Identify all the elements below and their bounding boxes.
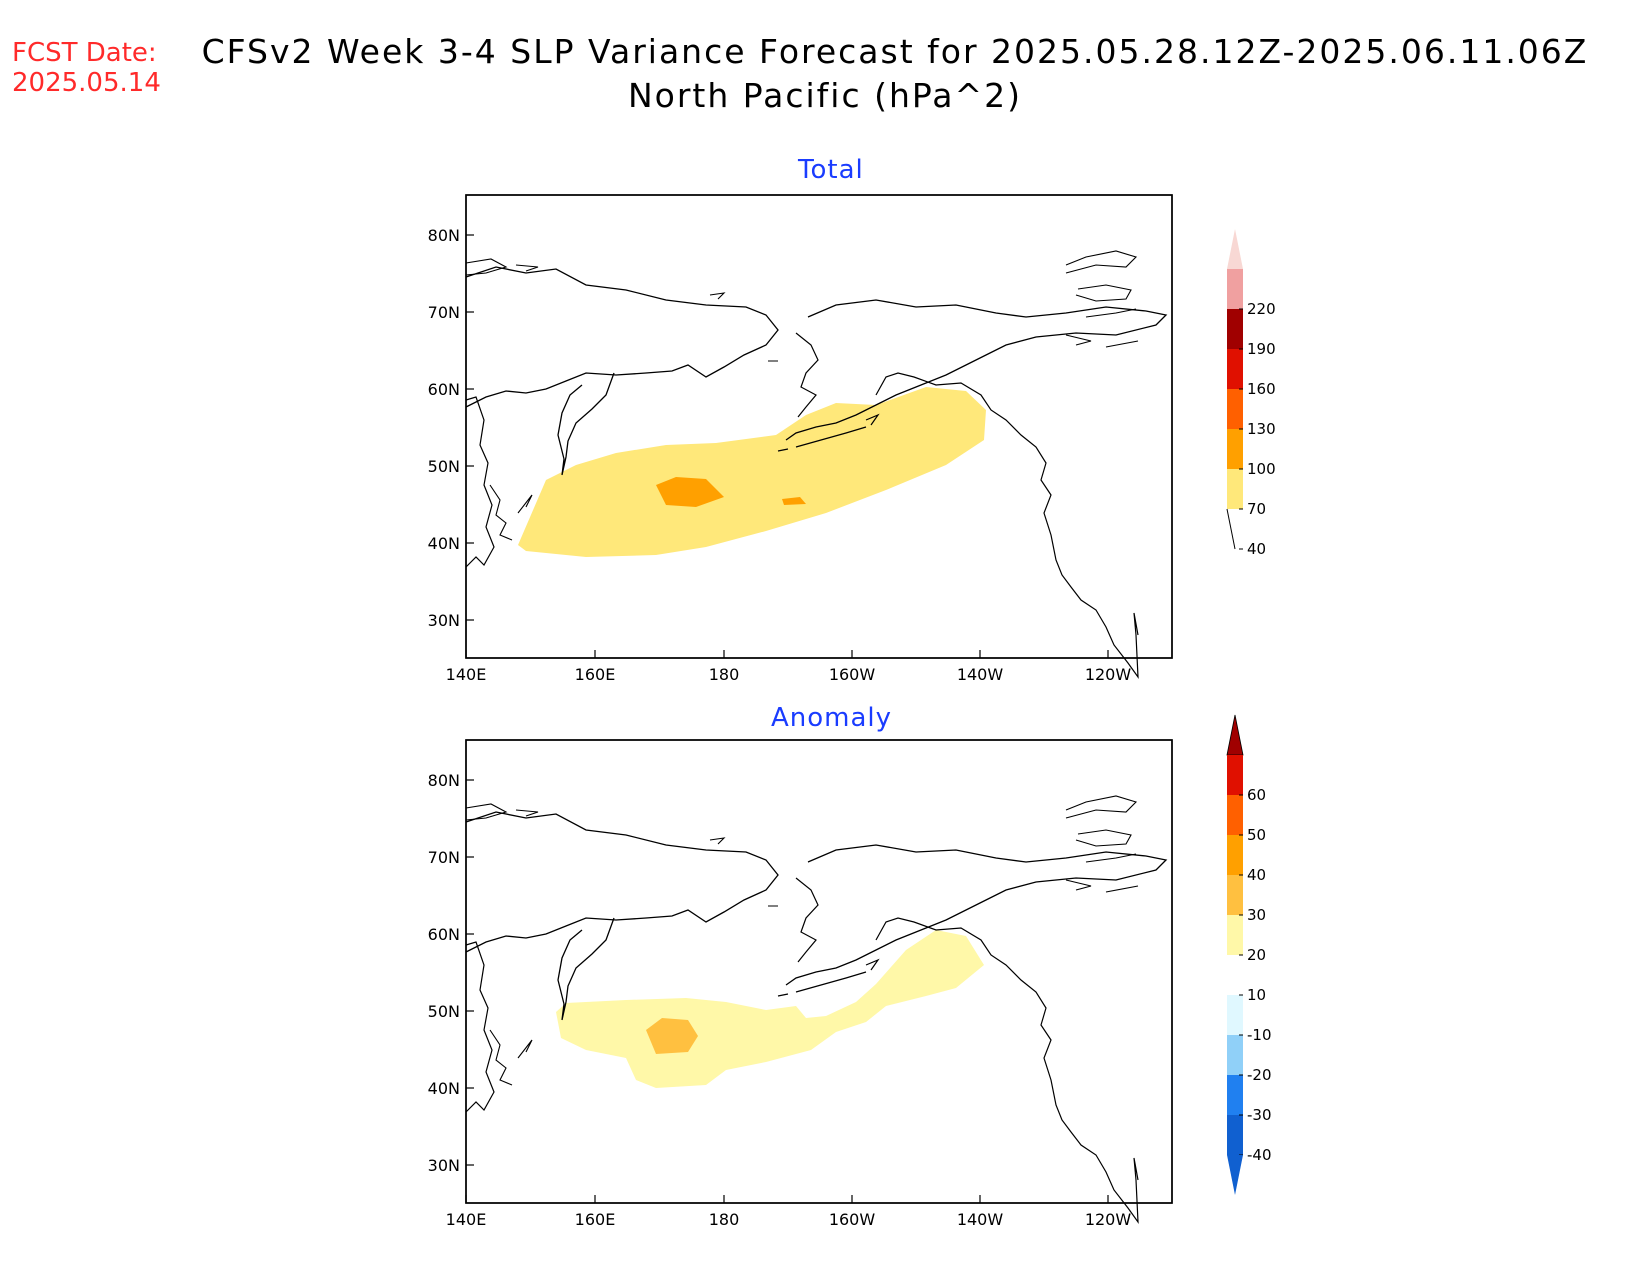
colorbar-box [1227,795,1243,835]
colorbar-box [1227,269,1243,309]
colorbar-label: 40 [1247,866,1266,884]
lon-label: 160W [829,665,876,684]
panel-title-total: Total [798,155,864,185]
shade-70-100 [656,477,724,507]
colorbar-label: 220 [1247,300,1276,318]
lat-label: 40N [428,1079,460,1098]
colorbar-label: -10 [1247,1026,1272,1044]
title-line-1: CFSv2 Week 3-4 SLP Variance Forecast for… [201,32,1589,71]
axes-total: 80N 70N 60N 50N 40N 30N 140E 160E 180 160W 140W 120… [428,226,1132,684]
map-panel-total [465,194,1173,678]
lat-label: 30N [428,1156,460,1175]
colorbar-box [1227,309,1243,349]
lat-label: 80N [428,226,460,245]
lat-label: 60N [428,380,460,399]
forecast-date-block: FCST Date: 2025.05.14 [12,38,161,98]
colorbar-label: -40 [1247,1146,1272,1164]
colorbar-label: -20 [1247,1066,1272,1084]
colorbar-label: 40 [1247,540,1266,558]
colorbar-box [1227,955,1243,995]
lat-label: 40N [428,534,460,553]
colorbar-box [1227,1115,1243,1155]
colorbar-label: 20 [1247,946,1266,964]
shade-20-30 [646,1018,698,1054]
colorbar-box [1227,995,1243,1035]
colorbar-box [1227,469,1243,509]
lon-label: 160W [829,1210,876,1229]
lon-label: 140E [446,1210,487,1229]
colorbar-bottom-arrow [1226,508,1236,550]
colorbar-top-arrow [1226,714,1244,756]
lon-label: 140E [446,665,487,684]
forecast-date-label: FCST Date: [12,38,157,68]
colorbar-label: 10 [1247,986,1266,1004]
shade-40-70 [518,387,986,557]
lat-label: 50N [428,1002,460,1021]
colorbar-box [1227,429,1243,469]
lon-label: 120W [1085,665,1132,684]
lat-label: 70N [428,848,460,867]
colorbar-label: 130 [1247,420,1276,438]
lat-label: 70N [428,303,460,322]
lon-label: 140W [957,665,1004,684]
title-line-2: North Pacific (hPa^2) [627,76,1023,115]
colorbar-label: 50 [1247,826,1266,844]
colorbar-box [1227,389,1243,429]
map-panel-anomaly [465,739,1173,1223]
colorbar-top-arrow [1227,229,1243,269]
colorbar-box [1227,1035,1243,1075]
lat-label: 60N [428,925,460,944]
colorbar-box [1227,755,1243,795]
colorbar-label: 160 [1247,380,1276,398]
colorbar-bottom-arrow [1227,1155,1243,1195]
colorbar-box [1227,835,1243,875]
shade-70-100-b [782,497,806,505]
lon-label: 180 [709,665,740,684]
colorbar-label: 190 [1247,340,1276,358]
colorbar-total: 220 190 160 130 100 70 40 [1226,229,1276,558]
panel-title-anomaly: Anomaly [771,703,893,733]
colorbar-label: 30 [1247,906,1266,924]
lon-label: 160E [575,665,616,684]
colorbar-box [1227,349,1243,389]
colorbar-label: -30 [1247,1106,1272,1124]
colorbar-anomaly: 60 50 40 30 20 10 -10 -20 -30 -40 [1226,714,1272,1195]
colorbar-box [1227,1075,1243,1115]
lon-label: 140W [957,1210,1004,1229]
colorbar-label: 100 [1247,460,1276,478]
forecast-date-value: 2025.05.14 [12,68,161,98]
lat-label: 80N [428,771,460,790]
lon-label: 120W [1085,1210,1132,1229]
colorbar-box [1227,875,1243,915]
lon-label: 180 [709,1210,740,1229]
main-title: CFSv2 Week 3-4 SLP Variance Forecast for… [0,30,1650,118]
lat-label: 30N [428,611,460,630]
colorbar-label: 60 [1247,786,1266,804]
lat-label: 50N [428,457,460,476]
colorbar-box [1227,915,1243,955]
axes-anomaly: 80N 70N 60N 50N 40N 30N 140E 160E 180 160W 140W 120… [428,771,1132,1229]
lon-label: 160E [575,1210,616,1229]
colorbar-label: 70 [1247,500,1266,518]
